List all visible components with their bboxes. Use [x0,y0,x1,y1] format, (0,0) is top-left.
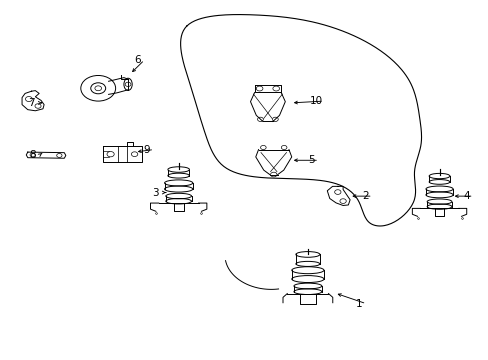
Text: 9: 9 [143,144,150,154]
Text: 1: 1 [355,299,362,309]
Text: 3: 3 [152,188,159,198]
Text: 4: 4 [462,191,468,201]
Text: 2: 2 [362,191,368,201]
Text: 8: 8 [29,150,36,160]
Text: 10: 10 [309,96,323,106]
Text: 7: 7 [28,98,35,108]
Text: 5: 5 [308,155,314,165]
Text: 6: 6 [134,55,140,65]
